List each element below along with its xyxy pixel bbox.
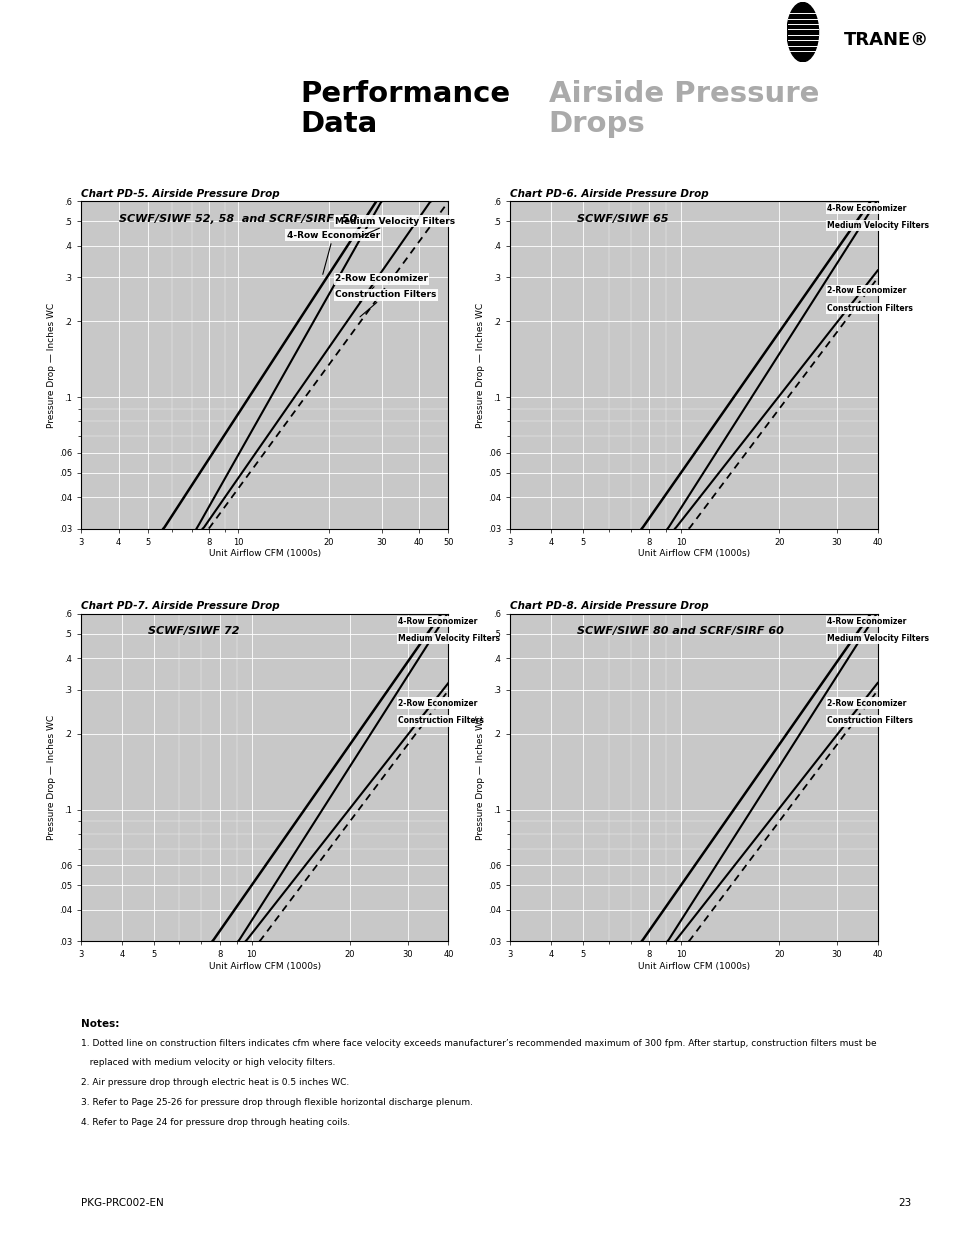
Text: Construction Filters: Construction Filters <box>335 290 436 317</box>
Text: PKG-PRC002-EN: PKG-PRC002-EN <box>81 1198 164 1208</box>
Text: 4. Refer to Page 24 for pressure drop through heating coils.: 4. Refer to Page 24 for pressure drop th… <box>81 1118 350 1126</box>
Text: Medium Velocity Filters: Medium Velocity Filters <box>397 634 499 642</box>
Text: Construction Filters: Construction Filters <box>826 716 912 725</box>
Text: Performance
Data: Performance Data <box>300 80 510 138</box>
Text: Notes:: Notes: <box>81 1019 119 1029</box>
X-axis label: Unit Airflow CFM (1000s): Unit Airflow CFM (1000s) <box>638 962 749 971</box>
Text: TRANE®: TRANE® <box>843 31 928 49</box>
Text: replaced with medium velocity or high velocity filters.: replaced with medium velocity or high ve… <box>81 1058 335 1067</box>
Y-axis label: Pressure Drop — Inches WC: Pressure Drop — Inches WC <box>47 303 56 427</box>
Text: Medium Velocity Filters: Medium Velocity Filters <box>826 634 928 642</box>
Y-axis label: Pressure Drop — Inches WC: Pressure Drop — Inches WC <box>476 303 485 427</box>
Text: 2-Row Economizer: 2-Row Economizer <box>335 274 428 301</box>
Y-axis label: Pressure Drop — Inches WC: Pressure Drop — Inches WC <box>476 715 485 840</box>
Text: Construction Filters: Construction Filters <box>397 716 483 725</box>
Text: Chart PD-8. Airside Pressure Drop: Chart PD-8. Airside Pressure Drop <box>510 601 708 611</box>
Text: 4-Row Economizer: 4-Row Economizer <box>826 616 905 626</box>
Text: 3. Refer to Page 25-26 for pressure drop through flexible horizontal discharge p: 3. Refer to Page 25-26 for pressure drop… <box>81 1098 473 1107</box>
Text: 2-Row Economizer: 2-Row Economizer <box>397 699 476 708</box>
Text: Construction Filters: Construction Filters <box>826 304 912 312</box>
Text: Chart PD-5. Airside Pressure Drop: Chart PD-5. Airside Pressure Drop <box>81 189 279 199</box>
X-axis label: Unit Airflow CFM (1000s): Unit Airflow CFM (1000s) <box>638 550 749 558</box>
Text: Chart PD-6. Airside Pressure Drop: Chart PD-6. Airside Pressure Drop <box>510 189 708 199</box>
Text: 4-Row Economizer: 4-Row Economizer <box>826 204 905 214</box>
Y-axis label: Pressure Drop — Inches WC: Pressure Drop — Inches WC <box>47 715 56 840</box>
Text: 1. Dotted line on construction filters indicates cfm where face velocity exceeds: 1. Dotted line on construction filters i… <box>81 1039 876 1047</box>
Text: Airside Pressure
Drops: Airside Pressure Drops <box>548 80 818 138</box>
Text: 2-Row Economizer: 2-Row Economizer <box>826 699 905 708</box>
Text: 2. Air pressure drop through electric heat is 0.5 inches WC.: 2. Air pressure drop through electric he… <box>81 1078 349 1087</box>
Text: SCWF/SIWF 80 and SCRF/SIRF 60: SCWF/SIWF 80 and SCRF/SIRF 60 <box>577 626 783 636</box>
Text: 23: 23 <box>897 1198 910 1208</box>
Text: SCWF/SIWF 65: SCWF/SIWF 65 <box>577 214 668 224</box>
Text: 4-Row Economizer: 4-Row Economizer <box>397 616 476 626</box>
Text: Medium Velocity Filters: Medium Velocity Filters <box>335 216 455 237</box>
Text: SCWF/SIWF 72: SCWF/SIWF 72 <box>148 626 239 636</box>
Text: Medium Velocity Filters: Medium Velocity Filters <box>826 221 928 230</box>
Ellipse shape <box>786 2 818 62</box>
Text: Chart PD-7. Airside Pressure Drop: Chart PD-7. Airside Pressure Drop <box>81 601 279 611</box>
Text: 2-Row Economizer: 2-Row Economizer <box>826 287 905 295</box>
Text: SCWF/SIWF 52, 58  and SCRF/SIRF  50: SCWF/SIWF 52, 58 and SCRF/SIRF 50 <box>119 214 357 224</box>
Text: 4-Row Economizer: 4-Row Economizer <box>287 231 379 274</box>
X-axis label: Unit Airflow CFM (1000s): Unit Airflow CFM (1000s) <box>209 962 320 971</box>
X-axis label: Unit Airflow CFM (1000s): Unit Airflow CFM (1000s) <box>209 550 320 558</box>
